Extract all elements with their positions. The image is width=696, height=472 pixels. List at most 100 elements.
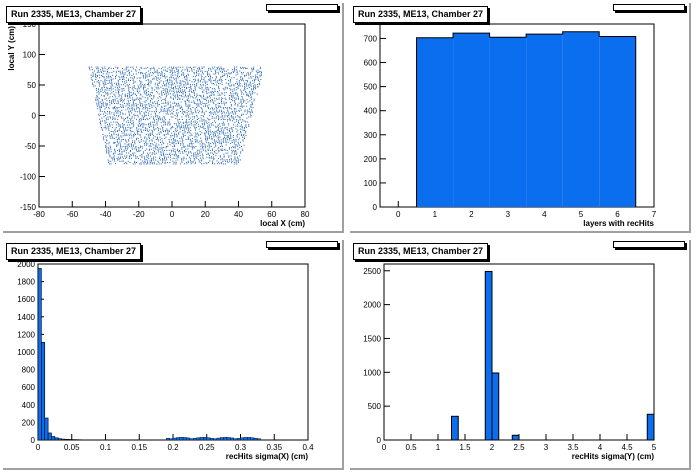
- scatter-point: [111, 84, 113, 86]
- scatter-point: [186, 78, 188, 80]
- scatter-point: [198, 74, 200, 76]
- scatter-point: [217, 158, 219, 159]
- scatter-point: [143, 101, 145, 103]
- scatter-point: [126, 155, 128, 157]
- scatter-point: [110, 76, 111, 78]
- scatter-point: [173, 89, 175, 91]
- scatter-point: [243, 93, 245, 95]
- scatter-point: [143, 77, 145, 79]
- y-tick-label: 1800: [17, 278, 35, 287]
- histogram-bar: [562, 31, 600, 208]
- scatter-point: [195, 140, 197, 142]
- scatter-point: [195, 112, 197, 114]
- scatter-point: [155, 109, 157, 111]
- scatter-point: [193, 92, 195, 94]
- scatter-point: [108, 68, 110, 70]
- scatter-point: [131, 112, 133, 114]
- y-tick-label: 2500: [363, 267, 381, 276]
- scatter-point: [247, 71, 249, 73]
- scatter-point: [161, 155, 163, 157]
- scatter-point: [234, 92, 236, 94]
- scatter-point: [111, 133, 113, 135]
- scatter-point: [104, 90, 106, 92]
- y-tick-label: -100: [20, 173, 37, 182]
- scatter-point: [246, 84, 248, 86]
- scatter-point: [102, 104, 104, 106]
- scatter-point: [212, 124, 214, 126]
- scatter-point: [167, 68, 169, 70]
- scatter-point: [151, 74, 153, 76]
- scatter-point: [164, 88, 166, 90]
- scatter-point: [150, 116, 152, 118]
- scatter-point: [240, 151, 242, 153]
- scatter-point: [96, 74, 98, 76]
- scatter-point: [186, 163, 188, 165]
- scatter-point: [140, 128, 142, 130]
- scatter-point: [170, 128, 172, 130]
- scatter-point: [108, 76, 110, 77]
- scatter-point: [174, 133, 176, 135]
- scatter-point: [240, 99, 242, 101]
- scatter-point: [221, 112, 223, 114]
- scatter-point: [227, 129, 229, 131]
- scatter-point: [169, 72, 171, 73]
- scatter-point: [253, 78, 255, 80]
- scatter-point: [217, 94, 219, 96]
- scatter-point: [200, 134, 201, 135]
- scatter-point: [135, 146, 137, 148]
- scatter-point: [227, 116, 228, 118]
- scatter-point: [230, 143, 232, 144]
- scatter-point: [213, 151, 215, 153]
- scatter-point: [158, 88, 160, 90]
- scatter-point: [218, 66, 220, 68]
- scatter-point: [172, 74, 174, 76]
- scatter-point: [167, 133, 169, 135]
- scatter-point: [219, 80, 221, 82]
- scatter-point: [164, 162, 166, 164]
- scatter-point: [192, 97, 194, 99]
- scatter-point: [157, 86, 159, 88]
- scatter-point: [102, 68, 104, 69]
- scatter-point: [140, 129, 142, 131]
- scatter-point: [131, 95, 133, 97]
- scatter-point: [161, 138, 163, 139]
- scatter-point: [186, 121, 188, 123]
- scatter-point: [260, 74, 262, 76]
- scatter-point: [252, 82, 254, 84]
- scatter-point: [184, 78, 186, 80]
- scatter-point: [225, 160, 227, 162]
- scatter-point: [132, 120, 134, 122]
- scatter-point: [194, 78, 196, 80]
- scatter-point: [210, 123, 212, 125]
- scatter-point: [156, 101, 158, 103]
- scatter-point: [219, 143, 221, 145]
- scatter-point: [202, 147, 204, 148]
- scatter-point: [193, 125, 195, 127]
- scatter-point: [135, 103, 137, 104]
- scatter-point: [179, 163, 181, 165]
- scatter-point: [167, 132, 169, 134]
- scatter-point: [178, 143, 179, 144]
- y-tick-label: 700: [364, 34, 378, 43]
- scatter-point: [165, 153, 167, 155]
- scatter-point: [228, 136, 230, 138]
- scatter-point: [215, 81, 217, 83]
- scatter-point: [220, 131, 222, 133]
- scatter-point: [143, 162, 145, 164]
- scatter-point: [223, 155, 225, 157]
- scatter-point: [250, 97, 252, 99]
- scatter-point: [197, 81, 199, 83]
- x-tick-label: 0.1: [100, 443, 112, 452]
- scatter-point: [129, 124, 131, 126]
- scatter-point: [193, 90, 195, 92]
- scatter-point: [227, 69, 229, 71]
- scatter-point: [149, 96, 151, 98]
- scatter-point: [213, 102, 215, 104]
- scatter-point: [174, 115, 176, 117]
- scatter-point: [182, 112, 184, 114]
- x-tick-label: 60: [267, 210, 276, 219]
- scatter-point: [192, 84, 194, 86]
- scatter-point: [209, 119, 211, 121]
- scatter-point: [140, 77, 142, 79]
- scatter-point: [197, 69, 199, 71]
